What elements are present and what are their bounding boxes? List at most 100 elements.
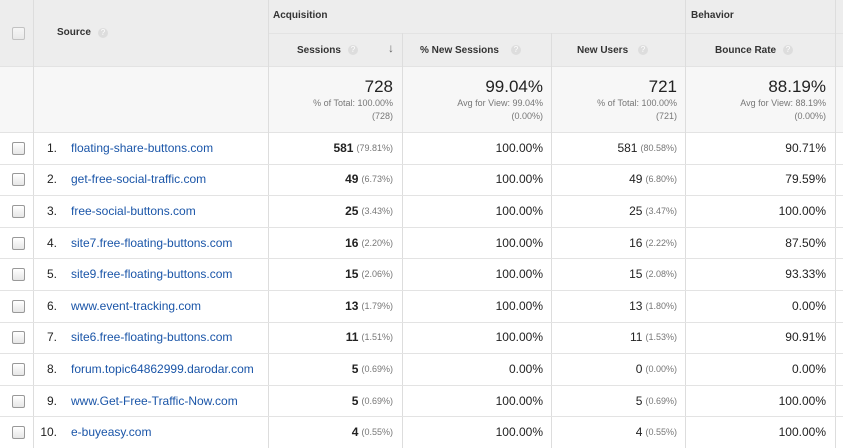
sessions: 11 — [345, 330, 359, 345]
row-line — [0, 353, 843, 355]
row-checkbox[interactable] — [12, 299, 25, 313]
new-users: 16 — [629, 235, 643, 250]
column-line — [685, 0, 686, 448]
column-header[interactable]: Sessions — [297, 45, 341, 56]
summary-value: 99.04% — [485, 77, 543, 96]
row-line — [0, 258, 843, 260]
new-sessions: 100.00% — [495, 267, 543, 282]
row-line — [0, 290, 843, 291]
row-checkbox[interactable] — [12, 236, 25, 250]
source-link[interactable]: floating-share-buttons.com — [71, 140, 214, 155]
row-index: 6. — [46, 298, 57, 313]
source-link[interactable]: site7.free-floating-buttons.com — [71, 235, 233, 250]
new-users: 13 — [629, 298, 643, 313]
new-users-pct: (0.69%) — [645, 395, 677, 406]
new-users-pct: (2.08%) — [645, 269, 677, 280]
source-link[interactable]: get-free-social-traffic.com — [71, 172, 207, 187]
row-checkbox[interactable] — [12, 141, 25, 155]
summary-note: (721) — [655, 111, 677, 121]
row-index: 4. — [46, 235, 57, 250]
sessions-pct: (1.51%) — [361, 332, 393, 343]
row-line — [0, 384, 843, 386]
source-link[interactable]: site9.free-floating-buttons.com — [71, 267, 233, 282]
source-link[interactable]: free-social-buttons.com — [71, 204, 196, 218]
row-checkbox[interactable] — [12, 363, 25, 376]
summary-value: 728 — [364, 77, 393, 96]
source-link[interactable]: e-buyeasy.com — [71, 425, 152, 440]
new-sessions: 100.00% — [495, 235, 543, 250]
new-users: 581 — [617, 140, 638, 155]
summary-note: (728) — [371, 111, 393, 121]
row-index: 9. — [46, 393, 57, 408]
new-users: 11 — [630, 330, 643, 345]
new-users-pct: (0.00%) — [645, 364, 677, 374]
help-icon[interactable]: ? — [511, 45, 521, 55]
row-line — [0, 132, 843, 133]
new-users: 49 — [629, 172, 643, 187]
row-checkbox[interactable] — [12, 268, 25, 282]
source-link[interactable]: www.event-tracking.com — [71, 298, 202, 313]
bounce-rate: 90.71% — [785, 140, 826, 155]
row-checkbox[interactable] — [12, 205, 25, 218]
sessions: 16 — [345, 235, 359, 250]
new-users-pct: (1.53%) — [645, 332, 677, 343]
summary-bg — [0, 66, 843, 132]
sessions-pct: (2.20%) — [361, 237, 393, 248]
bounce-rate: 0.00% — [791, 362, 826, 376]
sessions-pct: (79.81%) — [356, 142, 393, 153]
row-line — [0, 416, 843, 418]
column-header[interactable]: New Users — [577, 45, 629, 56]
column-line — [835, 0, 836, 448]
new-users: 4 — [635, 425, 643, 440]
column-header[interactable]: % New Sessions — [420, 45, 499, 56]
source-link[interactable]: forum.topic64862999.darodar.com — [71, 362, 254, 376]
row-checkbox[interactable] — [12, 331, 25, 345]
row-index: 1. — [46, 140, 57, 155]
source-link[interactable]: site6.free-floating-buttons.com — [71, 330, 233, 345]
sessions: 15 — [345, 267, 359, 282]
help-icon[interactable]: ? — [348, 45, 358, 55]
column-line — [268, 0, 269, 448]
row-index: 2. — [46, 172, 57, 187]
sessions: 13 — [345, 298, 359, 313]
sessions: 49 — [345, 172, 359, 187]
row-index: 7. — [46, 330, 57, 345]
bounce-rate: 100.00% — [778, 204, 826, 218]
bounce-rate: 0.00% — [791, 298, 826, 313]
sessions-pct: (0.55%) — [361, 427, 393, 438]
select-all-checkbox[interactable] — [12, 27, 25, 40]
column-header[interactable]: Bounce Rate — [715, 45, 777, 56]
help-icon[interactable]: ? — [638, 45, 648, 55]
summary-value: 88.19% — [768, 77, 826, 96]
help-icon[interactable]: ? — [783, 45, 793, 55]
column-line — [33, 0, 34, 448]
group-header: Acquisition — [273, 10, 328, 21]
sessions-pct: (2.06%) — [361, 269, 393, 280]
new-sessions: 100.00% — [495, 298, 543, 313]
sort-arrow[interactable]: ↓ — [388, 41, 394, 55]
new-sessions: 100.00% — [495, 425, 543, 440]
row-checkbox[interactable] — [12, 394, 25, 408]
bounce-rate: 93.33% — [785, 267, 826, 282]
source-header[interactable]: Source — [57, 27, 91, 38]
new-users-pct: (2.22%) — [645, 237, 677, 248]
help-icon[interactable]: ? — [98, 28, 108, 38]
row-index: 8. — [46, 362, 57, 376]
row-checkbox[interactable] — [12, 426, 25, 440]
new-users: 5 — [635, 393, 643, 408]
sessions: 5 — [351, 393, 359, 408]
source-link[interactable]: www.Get-Free-Traffic-Now.com — [71, 393, 238, 408]
new-users: 25 — [629, 204, 643, 218]
sessions-pct: (6.73%) — [361, 174, 393, 185]
column-line — [551, 33, 552, 448]
row-index: 5. — [46, 267, 57, 282]
summary-note: (0.00%) — [794, 111, 826, 121]
summary-note: (0.00%) — [511, 111, 543, 121]
row-checkbox[interactable] — [12, 173, 25, 187]
bounce-rate: 87.50% — [785, 235, 826, 250]
new-sessions: 100.00% — [495, 204, 543, 218]
summary-value: 721 — [648, 77, 677, 96]
row-line — [268, 33, 843, 34]
column-line — [402, 33, 403, 448]
row-line — [0, 321, 843, 323]
